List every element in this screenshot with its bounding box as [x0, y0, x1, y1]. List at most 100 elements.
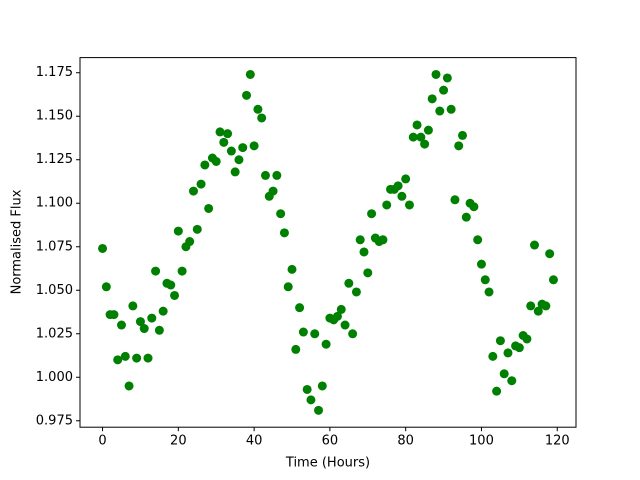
point — [249, 141, 259, 151]
point — [132, 353, 142, 363]
y-tick-label: 1.125 — [36, 152, 73, 167]
y-tick-label: 1.025 — [36, 326, 73, 341]
x-tick-label: 60 — [322, 434, 339, 449]
point — [336, 304, 346, 314]
point — [98, 243, 108, 253]
point — [314, 405, 324, 415]
point — [480, 275, 490, 285]
point — [116, 320, 126, 330]
point — [412, 120, 422, 130]
point — [332, 311, 342, 321]
point — [454, 141, 464, 151]
point — [359, 247, 369, 257]
y-tick-label: 1.075 — [36, 239, 73, 254]
point — [545, 249, 555, 259]
point — [223, 129, 233, 139]
point — [461, 212, 471, 222]
point — [245, 69, 255, 79]
point — [242, 90, 252, 100]
y-tick-label: 0.975 — [36, 413, 73, 428]
point — [439, 85, 449, 95]
point — [135, 317, 145, 327]
y-axis-label: Normalised Flux — [10, 189, 25, 294]
point — [423, 125, 433, 135]
point — [211, 156, 221, 166]
x-tick-label: 20 — [170, 434, 187, 449]
point — [279, 228, 289, 238]
point — [355, 235, 365, 245]
point — [143, 353, 153, 363]
point — [124, 381, 134, 391]
point — [378, 235, 388, 245]
point — [113, 355, 123, 365]
point — [272, 170, 282, 180]
point — [495, 336, 505, 346]
point — [151, 266, 161, 276]
point — [382, 200, 392, 210]
point — [476, 259, 486, 269]
point — [173, 226, 183, 236]
point — [101, 282, 111, 292]
point — [351, 287, 361, 297]
point — [192, 224, 202, 234]
point — [514, 343, 524, 353]
x-axis-label: Time (Hours) — [285, 456, 370, 471]
point — [435, 106, 445, 116]
point — [219, 137, 229, 147]
point — [469, 202, 479, 212]
point — [458, 130, 468, 140]
point — [158, 306, 168, 316]
point — [120, 351, 130, 361]
x-tick-label: 40 — [246, 434, 263, 449]
point — [367, 209, 377, 219]
point — [310, 329, 320, 339]
point — [416, 132, 426, 142]
y-tick-label: 1.050 — [36, 283, 73, 298]
point — [431, 69, 441, 79]
point — [488, 351, 498, 361]
point — [442, 73, 452, 83]
point — [215, 127, 225, 137]
point — [541, 301, 551, 311]
point — [257, 113, 267, 123]
point — [200, 160, 210, 170]
point — [507, 376, 517, 386]
point — [317, 381, 327, 391]
point — [291, 344, 301, 354]
point — [530, 240, 540, 250]
y-tick-label: 1.150 — [36, 109, 73, 124]
point — [170, 290, 180, 300]
point — [276, 209, 286, 219]
point — [139, 324, 149, 334]
point — [348, 329, 358, 339]
point — [404, 200, 414, 210]
point — [526, 301, 536, 311]
point — [109, 310, 119, 320]
point — [503, 348, 513, 358]
point — [226, 146, 236, 156]
point — [344, 278, 354, 288]
point — [533, 306, 543, 316]
x-tick-label: 100 — [469, 434, 494, 449]
point — [499, 369, 509, 379]
point — [484, 287, 494, 297]
point — [185, 237, 195, 247]
point — [298, 327, 308, 337]
y-tick-label: 1.100 — [36, 196, 73, 211]
point — [287, 264, 297, 274]
point — [268, 186, 278, 196]
x-tick-label: 120 — [545, 434, 570, 449]
point — [427, 94, 437, 104]
point — [260, 170, 270, 180]
point — [154, 325, 164, 335]
point — [188, 186, 198, 196]
x-tick-label: 0 — [98, 434, 106, 449]
y-tick-label: 1.000 — [36, 370, 73, 385]
point — [446, 104, 456, 114]
point — [473, 235, 483, 245]
point — [363, 268, 373, 278]
point — [321, 339, 331, 349]
point — [166, 280, 176, 290]
point — [420, 139, 430, 149]
